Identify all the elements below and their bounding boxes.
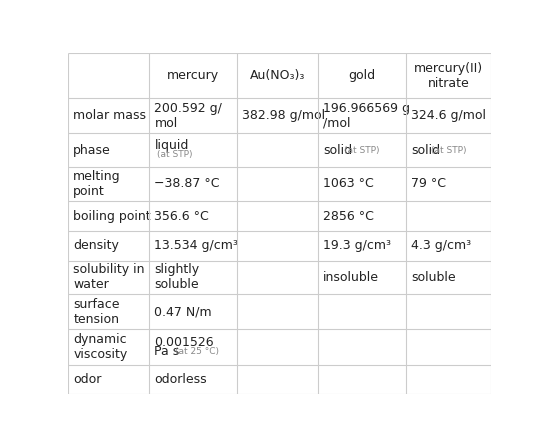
Text: mercury(II)
nitrate: mercury(II) nitrate <box>414 62 483 89</box>
Text: solubility in
water: solubility in water <box>73 264 145 291</box>
Text: dynamic
viscosity: dynamic viscosity <box>73 333 128 361</box>
Text: (at STP): (at STP) <box>431 146 467 155</box>
Text: Au(NO₃)₃: Au(NO₃)₃ <box>250 69 305 82</box>
Text: 0.001526: 0.001526 <box>155 336 214 349</box>
Text: gold: gold <box>348 69 376 82</box>
Text: surface
tension: surface tension <box>73 298 120 326</box>
Text: −38.87 °C: −38.87 °C <box>155 178 220 190</box>
Text: insoluble: insoluble <box>323 271 379 284</box>
Text: (at STP): (at STP) <box>157 150 192 159</box>
Text: (at STP): (at STP) <box>343 146 379 155</box>
Text: 79 °C: 79 °C <box>411 178 446 190</box>
Text: odorless: odorless <box>155 373 207 386</box>
Text: melting
point: melting point <box>73 170 121 198</box>
Text: odor: odor <box>73 373 102 386</box>
Text: 13.534 g/cm³: 13.534 g/cm³ <box>155 239 238 253</box>
Text: (at 25 °C): (at 25 °C) <box>175 347 219 356</box>
Text: molar mass: molar mass <box>73 109 146 122</box>
Text: 382.98 g/mol: 382.98 g/mol <box>242 109 325 122</box>
Text: 0.47 N/m: 0.47 N/m <box>155 305 212 318</box>
Text: slightly
soluble: slightly soluble <box>155 264 200 291</box>
Text: 19.3 g/cm³: 19.3 g/cm³ <box>323 239 391 253</box>
Text: solid: solid <box>323 144 352 156</box>
Text: Pa s: Pa s <box>155 345 180 358</box>
Text: 2856 °C: 2856 °C <box>323 210 374 222</box>
Text: 356.6 °C: 356.6 °C <box>155 210 209 222</box>
Text: phase: phase <box>73 144 111 156</box>
Text: 196.966569 g
/mol: 196.966569 g /mol <box>323 102 410 130</box>
Text: 200.592 g/
mol: 200.592 g/ mol <box>155 102 222 130</box>
Text: mercury: mercury <box>167 69 219 82</box>
Text: density: density <box>73 239 119 253</box>
Text: 1063 °C: 1063 °C <box>323 178 374 190</box>
Text: solid: solid <box>411 144 440 156</box>
Text: boiling point: boiling point <box>73 210 151 222</box>
Text: soluble: soluble <box>411 271 455 284</box>
Text: 324.6 g/mol: 324.6 g/mol <box>411 109 486 122</box>
Text: 4.3 g/cm³: 4.3 g/cm³ <box>411 239 471 253</box>
Text: liquid: liquid <box>155 139 189 152</box>
